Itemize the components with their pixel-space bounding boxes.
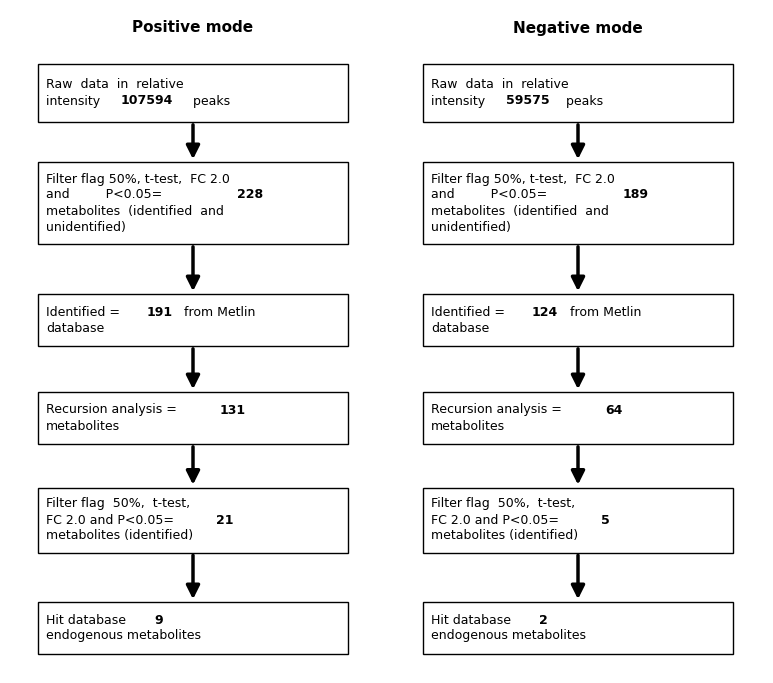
Bar xyxy=(38,162,348,244)
Text: from Metlin: from Metlin xyxy=(180,305,256,318)
Text: 21: 21 xyxy=(216,514,233,527)
Text: 2: 2 xyxy=(540,613,548,626)
Bar xyxy=(38,488,348,553)
Text: from Metlin: from Metlin xyxy=(566,305,641,318)
Text: FC 2.0 and P<0.05=: FC 2.0 and P<0.05= xyxy=(431,514,563,527)
Text: 107594: 107594 xyxy=(121,94,173,107)
Text: peaks: peaks xyxy=(189,94,230,107)
Text: Recursion analysis =: Recursion analysis = xyxy=(431,404,566,417)
Text: Recursion analysis =: Recursion analysis = xyxy=(46,404,181,417)
Text: metabolites: metabolites xyxy=(46,419,120,432)
Text: Identified =: Identified = xyxy=(431,305,509,318)
Text: metabolites (identified): metabolites (identified) xyxy=(431,529,578,542)
Text: Negative mode: Negative mode xyxy=(513,20,643,36)
Text: database: database xyxy=(431,322,489,335)
Text: intensity: intensity xyxy=(46,94,104,107)
Bar xyxy=(38,294,348,346)
Text: unidentified): unidentified) xyxy=(431,221,511,234)
Text: 131: 131 xyxy=(220,404,246,417)
Bar xyxy=(423,488,733,553)
Text: database: database xyxy=(46,322,104,335)
Text: 5: 5 xyxy=(601,514,610,527)
Bar xyxy=(423,392,733,444)
Text: Positive mode: Positive mode xyxy=(132,20,254,36)
Text: FC 2.0 and P<0.05=: FC 2.0 and P<0.05= xyxy=(46,514,178,527)
Text: metabolites (identified): metabolites (identified) xyxy=(46,529,193,542)
Text: and         P<0.05=: and P<0.05= xyxy=(431,189,579,201)
Bar xyxy=(423,602,733,654)
Text: peaks: peaks xyxy=(562,94,604,107)
Text: metabolites  (identified  and: metabolites (identified and xyxy=(431,204,609,217)
Text: 124: 124 xyxy=(532,305,558,318)
Text: Identified =: Identified = xyxy=(46,305,124,318)
Text: Raw  data  in  relative: Raw data in relative xyxy=(431,79,569,92)
Text: and         P<0.05=: and P<0.05= xyxy=(46,189,194,201)
Bar xyxy=(423,162,733,244)
Text: 191: 191 xyxy=(147,305,173,318)
Text: Filter flag  50%,  t-test,: Filter flag 50%, t-test, xyxy=(46,497,190,510)
Text: intensity: intensity xyxy=(431,94,489,107)
Bar xyxy=(423,64,733,122)
Text: Filter flag  50%,  t-test,: Filter flag 50%, t-test, xyxy=(431,497,575,510)
Text: unidentified): unidentified) xyxy=(46,221,126,234)
Text: 189: 189 xyxy=(622,189,649,201)
Text: 228: 228 xyxy=(237,189,264,201)
Text: Raw  data  in  relative: Raw data in relative xyxy=(46,79,184,92)
Bar xyxy=(423,294,733,346)
Text: 64: 64 xyxy=(605,404,622,417)
Text: Filter flag 50%, t-test,  FC 2.0: Filter flag 50%, t-test, FC 2.0 xyxy=(431,173,615,186)
Text: metabolites: metabolites xyxy=(431,419,505,432)
Text: Hit database: Hit database xyxy=(431,613,515,626)
Bar xyxy=(38,392,348,444)
Text: 59575: 59575 xyxy=(506,94,550,107)
Text: endogenous metabolites: endogenous metabolites xyxy=(431,630,586,643)
Text: metabolites  (identified  and: metabolites (identified and xyxy=(46,204,224,217)
Text: endogenous metabolites: endogenous metabolites xyxy=(46,630,201,643)
Text: 9: 9 xyxy=(155,613,163,626)
Bar xyxy=(38,602,348,654)
Bar xyxy=(38,64,348,122)
Text: Filter flag 50%, t-test,  FC 2.0: Filter flag 50%, t-test, FC 2.0 xyxy=(46,173,230,186)
Text: Hit database: Hit database xyxy=(46,613,130,626)
